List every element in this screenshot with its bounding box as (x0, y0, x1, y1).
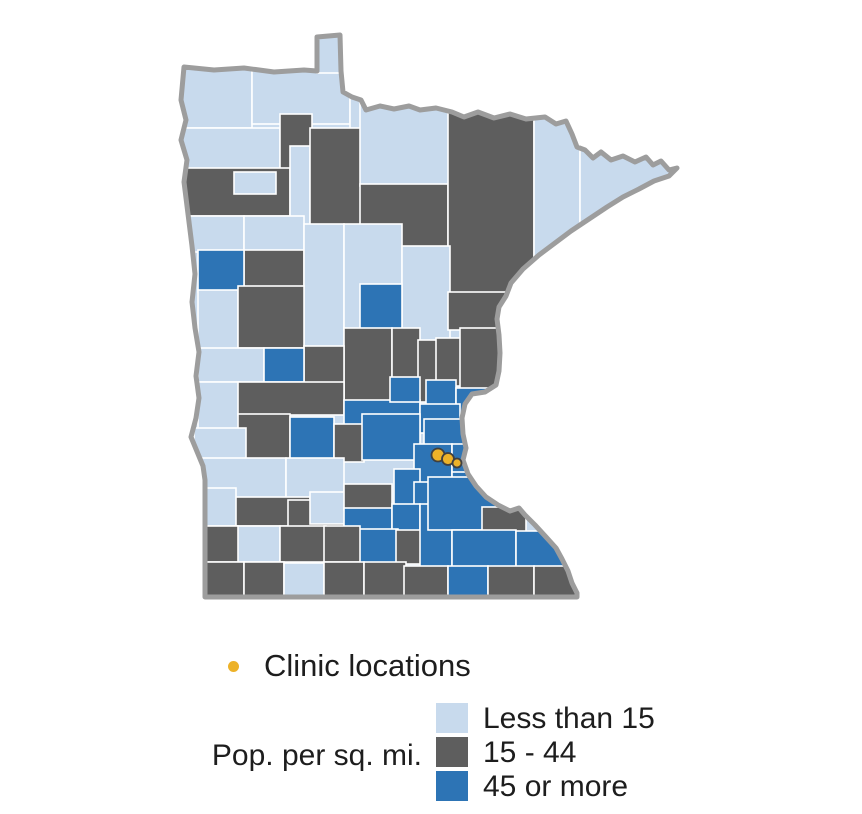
county-cell (289, 416, 335, 463)
swatch-less-than-15 (436, 703, 468, 733)
county-cell (323, 561, 365, 597)
legend-class-row-low: Less than 15 (436, 701, 655, 735)
legend-class-row-high: 45 or more (436, 769, 655, 803)
county-cell (233, 525, 281, 563)
county-cell (309, 127, 363, 227)
county-cell (243, 561, 285, 597)
clinic-legend-row: Clinic locations (228, 648, 471, 684)
legend-class-label: 45 or more (483, 769, 629, 803)
county-cell (451, 529, 517, 568)
county-cell (395, 529, 423, 565)
county-cell (361, 413, 421, 461)
county-cell (197, 249, 245, 293)
county-cell (343, 483, 393, 511)
county-cell (243, 215, 305, 253)
county-cell (233, 171, 277, 195)
clinic-legend-label: Clinic locations (264, 648, 471, 683)
clinic-dots-layer (430, 447, 463, 469)
swatch-45-or-more (436, 771, 468, 801)
swatch-15-44 (436, 737, 468, 767)
county-cell (181, 65, 253, 129)
county-cell (303, 223, 345, 349)
county-cell (363, 561, 407, 597)
county-cell (283, 562, 325, 597)
county-cell (403, 565, 449, 597)
county-cell (237, 285, 305, 349)
county-cell (447, 565, 489, 597)
county-cell (263, 347, 305, 383)
county-cell (401, 245, 451, 343)
county-cell (343, 327, 393, 407)
county-cell (355, 528, 399, 565)
county-cell (243, 249, 305, 291)
county-cell (197, 381, 241, 431)
legend-class-row-mid: 15 - 44 (436, 735, 655, 769)
state-outline (178, 32, 680, 600)
county-cell (389, 376, 421, 403)
county-cell (237, 381, 345, 416)
county-cell (391, 327, 421, 379)
density-legend-classes: Less than 15 15 - 44 45 or more (436, 703, 655, 805)
clinic-dot (451, 457, 463, 469)
county-cell (447, 103, 535, 301)
county-layer (181, 35, 677, 597)
county-cell (333, 423, 365, 463)
county-cell (279, 525, 327, 563)
county-cell (359, 97, 451, 187)
county-cell (323, 525, 361, 563)
county-cell (181, 215, 245, 253)
county-cell (435, 337, 463, 387)
clinic-dot-icon (228, 660, 239, 672)
county-cell (487, 565, 535, 597)
county-cell (197, 289, 239, 353)
county-cell (197, 347, 265, 383)
density-legend-title: Pop. per sq. mi. (211, 739, 422, 772)
legend-class-label: Less than 15 (483, 701, 655, 735)
legend-class-label: 15 - 44 (483, 735, 577, 769)
